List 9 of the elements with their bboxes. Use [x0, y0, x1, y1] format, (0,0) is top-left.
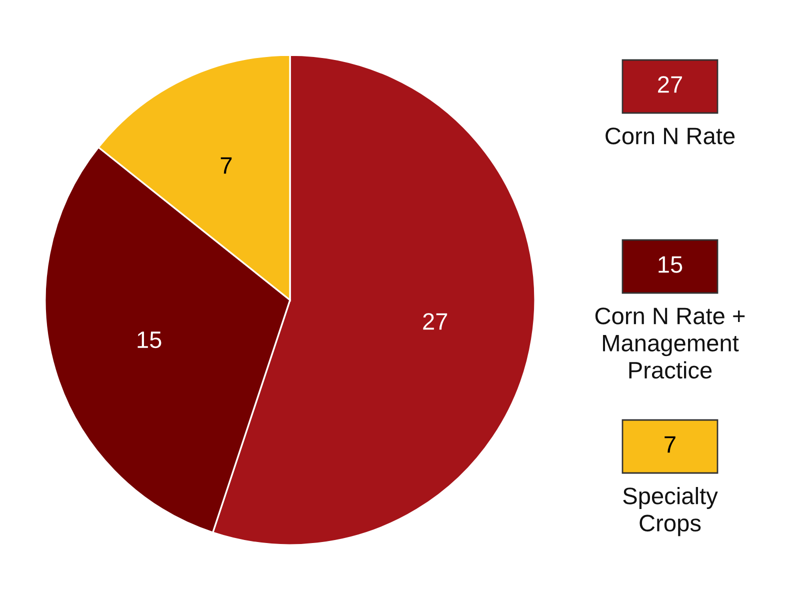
legend-label: Specialty Crops: [623, 487, 718, 536]
legend-label: Corn N Rate + Management Practice: [595, 308, 745, 379]
text: 7: [664, 436, 676, 453]
legend-label: Corn N Rate: [606, 128, 735, 144]
data-label: 27: [423, 313, 448, 330]
data-label: 7: [220, 157, 232, 174]
data-label: 15: [138, 332, 162, 348]
text: 27: [658, 76, 682, 93]
text: 15: [658, 256, 682, 273]
